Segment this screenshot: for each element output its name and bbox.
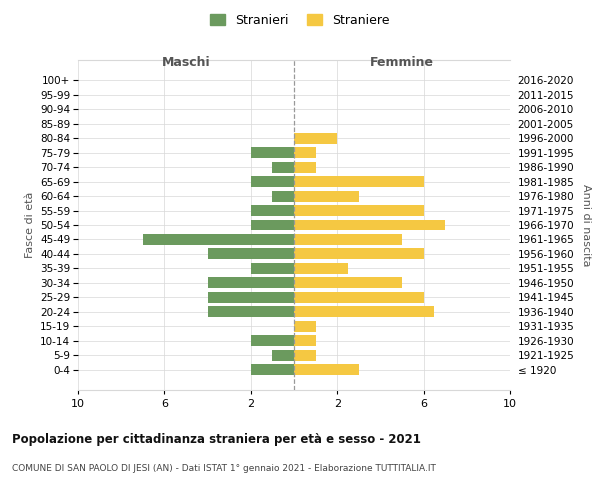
Bar bbox=[251, 176, 294, 187]
Bar bbox=[208, 306, 294, 317]
Bar bbox=[294, 148, 316, 158]
Bar bbox=[294, 263, 348, 274]
Bar bbox=[294, 234, 402, 245]
Bar bbox=[294, 220, 445, 230]
Bar bbox=[208, 248, 294, 260]
Bar bbox=[294, 278, 402, 288]
Text: COMUNE DI SAN PAOLO DI JESI (AN) - Dati ISTAT 1° gennaio 2021 - Elaborazione TUT: COMUNE DI SAN PAOLO DI JESI (AN) - Dati … bbox=[12, 464, 436, 473]
Bar bbox=[251, 220, 294, 230]
Bar bbox=[294, 205, 424, 216]
Bar bbox=[294, 306, 434, 317]
Bar bbox=[294, 292, 424, 302]
Bar bbox=[208, 278, 294, 288]
Bar bbox=[294, 350, 316, 360]
Bar bbox=[294, 176, 424, 187]
Bar bbox=[294, 162, 316, 172]
Text: Maschi: Maschi bbox=[161, 56, 211, 69]
Bar bbox=[294, 190, 359, 202]
Legend: Stranieri, Straniere: Stranieri, Straniere bbox=[205, 8, 395, 32]
Bar bbox=[251, 148, 294, 158]
Bar bbox=[294, 248, 424, 260]
Bar bbox=[294, 133, 337, 143]
Bar bbox=[143, 234, 294, 245]
Bar bbox=[251, 364, 294, 375]
Bar bbox=[294, 335, 316, 346]
Bar bbox=[251, 263, 294, 274]
Bar bbox=[272, 350, 294, 360]
Bar bbox=[251, 335, 294, 346]
Bar bbox=[272, 190, 294, 202]
Y-axis label: Fasce di età: Fasce di età bbox=[25, 192, 35, 258]
Bar bbox=[208, 292, 294, 302]
Bar bbox=[251, 205, 294, 216]
Bar bbox=[272, 162, 294, 172]
Text: Popolazione per cittadinanza straniera per età e sesso - 2021: Popolazione per cittadinanza straniera p… bbox=[12, 432, 421, 446]
Y-axis label: Anni di nascita: Anni di nascita bbox=[581, 184, 591, 266]
Bar bbox=[294, 364, 359, 375]
Bar bbox=[294, 321, 316, 332]
Text: Femmine: Femmine bbox=[370, 56, 434, 69]
